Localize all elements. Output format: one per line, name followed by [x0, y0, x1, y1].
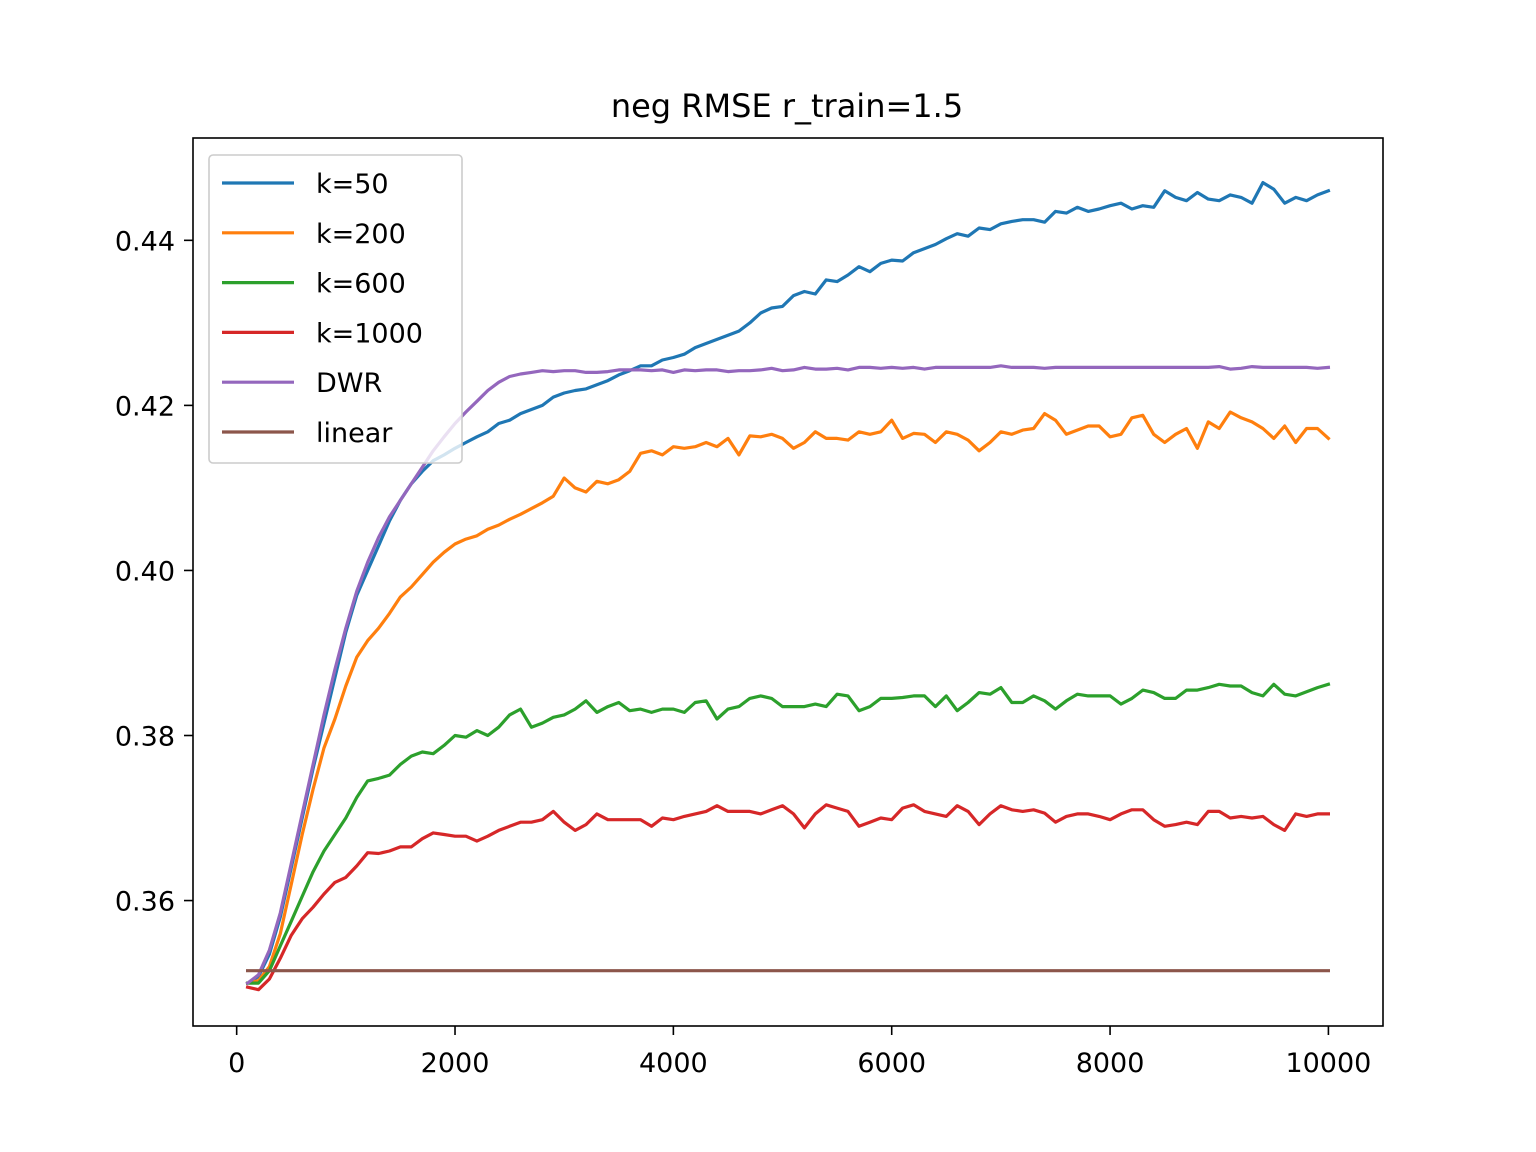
y-tick-label: 0.44	[115, 226, 175, 257]
legend-box	[208, 154, 463, 464]
x-tick-label: 0	[228, 1048, 245, 1079]
series-layer	[245, 181, 1331, 992]
plot-frame	[192, 137, 1384, 1027]
x-axis: 0 2000 4000 6000 8000 10000	[228, 1026, 1371, 1079]
y-axis: 0.36 0.38 0.40 0.42 0.44	[115, 226, 193, 918]
legend-label: linear	[316, 418, 393, 449]
series-line-k-1000	[245, 803, 1331, 992]
x-tick-label: 8000	[1076, 1048, 1145, 1079]
chart-title: neg RMSE r_train=1.5	[611, 87, 963, 125]
series-line-k-200	[245, 410, 1331, 986]
legend-label: k=200	[316, 219, 406, 250]
y-tick-label: 0.36	[115, 887, 175, 918]
x-tick-label: 10000	[1285, 1048, 1371, 1079]
series-line-k-50	[245, 181, 1331, 986]
legend: k=50 k=200 k=600 k=1000 DWR linear	[208, 154, 463, 464]
x-tick-label: 2000	[421, 1048, 490, 1079]
legend-label: k=1000	[316, 318, 423, 349]
y-tick-label: 0.42	[115, 391, 175, 422]
legend-label: DWR	[316, 368, 382, 399]
x-tick-label: 6000	[857, 1048, 926, 1079]
legend-label: k=50	[316, 169, 389, 200]
x-tick-label: 4000	[639, 1048, 708, 1079]
series-line-k-600	[246, 682, 1331, 985]
legend-label: k=600	[316, 269, 406, 300]
y-tick-label: 0.38	[115, 722, 175, 753]
y-tick-label: 0.40	[115, 556, 175, 587]
